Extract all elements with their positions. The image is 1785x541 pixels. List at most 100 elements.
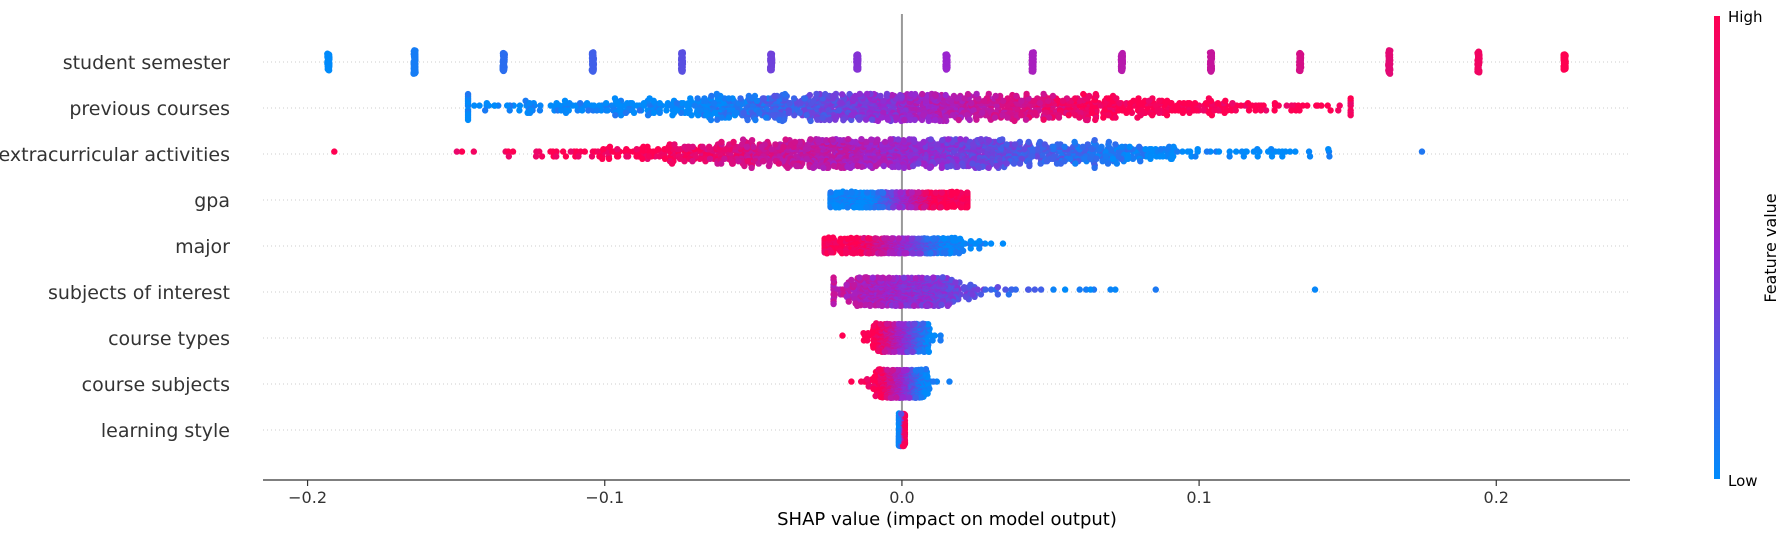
- shap-point: [1080, 144, 1086, 150]
- shap-point: [1156, 98, 1162, 104]
- shap-point: [665, 146, 671, 152]
- shap-point: [516, 107, 522, 113]
- shap-point: [954, 164, 960, 170]
- shap-point: [1110, 156, 1116, 162]
- shap-point: [1091, 137, 1097, 143]
- shap-point: [689, 158, 695, 164]
- shap-point: [1216, 148, 1222, 154]
- shap-point: [1327, 107, 1333, 113]
- shap-point: [944, 164, 950, 170]
- shap-point: [957, 136, 963, 142]
- shap-point: [766, 163, 772, 169]
- shap-point: [590, 68, 596, 74]
- shap-point: [603, 100, 609, 106]
- shap-point: [707, 156, 713, 162]
- shap-point: [879, 114, 885, 120]
- shap-point: [1080, 91, 1086, 97]
- shap-point: [482, 107, 488, 113]
- shap-point: [830, 93, 836, 99]
- shap-point: [919, 91, 925, 97]
- shap-point: [577, 100, 583, 106]
- shap-point: [754, 98, 760, 104]
- shap-point: [758, 144, 764, 150]
- shap-point: [1086, 93, 1092, 99]
- shap-point: [553, 100, 559, 106]
- shap-point: [718, 160, 724, 166]
- shap-point: [1180, 110, 1186, 116]
- shap-point: [910, 163, 916, 169]
- shap-point: [1149, 112, 1155, 118]
- shap-point: [616, 107, 622, 113]
- shap-point: [810, 165, 816, 171]
- shap-point: [711, 100, 717, 106]
- shap-point: [645, 112, 651, 118]
- shap-point: [1030, 68, 1036, 74]
- shap-point: [844, 204, 850, 210]
- shap-point: [882, 139, 888, 145]
- shap-point: [1025, 139, 1031, 145]
- shap-point: [921, 204, 927, 210]
- shap-point: [750, 144, 756, 150]
- shap-point: [662, 156, 668, 162]
- shap-point: [986, 137, 992, 143]
- shap-point: [945, 136, 951, 142]
- shap-point: [674, 107, 680, 113]
- shap-point: [1296, 107, 1302, 113]
- shap-point: [537, 107, 543, 113]
- shap-point: [1071, 139, 1077, 145]
- shap-point: [639, 156, 645, 162]
- shap-point: [718, 139, 724, 145]
- shap-point: [719, 114, 725, 120]
- shap-point: [1561, 66, 1567, 72]
- shap-point: [901, 165, 907, 171]
- shap-point: [703, 112, 709, 118]
- shap-point: [687, 95, 693, 101]
- shap-point: [792, 139, 798, 145]
- shap-point: [820, 165, 826, 171]
- shap-point: [1142, 146, 1148, 152]
- shap-point: [797, 110, 803, 116]
- shap-point: [1092, 117, 1098, 123]
- shap-point: [986, 165, 992, 171]
- shap-point: [677, 156, 683, 162]
- shap-point: [1123, 110, 1129, 116]
- shap-point: [623, 153, 629, 159]
- shap-point: [1200, 107, 1206, 113]
- shap-point: [1254, 146, 1260, 152]
- shap-point: [471, 148, 477, 154]
- shap-point: [1012, 141, 1018, 147]
- shap-point: [895, 136, 901, 142]
- shap-point: [793, 163, 799, 169]
- shap-point: [863, 204, 869, 210]
- shap-point: [465, 91, 471, 97]
- shap-point: [781, 117, 787, 123]
- shap-point: [737, 95, 743, 101]
- shap-point: [1037, 100, 1043, 106]
- shap-point: [930, 204, 936, 210]
- shap-point: [527, 110, 533, 116]
- shap-point: [1072, 95, 1078, 101]
- shap-point: [566, 100, 572, 106]
- shap-point: [1060, 98, 1066, 104]
- shap-point: [836, 107, 842, 113]
- shap-point: [712, 110, 718, 116]
- shap-point: [1271, 107, 1277, 113]
- shap-point: [786, 100, 792, 106]
- shap-point: [965, 91, 971, 97]
- shap-point: [923, 98, 929, 104]
- shap-point: [454, 148, 460, 154]
- shap-point: [942, 92, 948, 98]
- shap-point: [960, 163, 966, 169]
- shap-point: [1297, 68, 1303, 74]
- shap-point: [1091, 165, 1097, 171]
- shap-point: [491, 102, 497, 108]
- shap-point: [657, 110, 663, 116]
- shap-point: [1087, 156, 1093, 162]
- shap-point: [1023, 117, 1029, 123]
- shap-point: [1127, 100, 1133, 106]
- shap-point: [607, 144, 613, 150]
- shap-point: [969, 160, 975, 166]
- shap-point: [726, 114, 732, 120]
- shap-point: [526, 100, 532, 106]
- shap-point: [1233, 148, 1239, 154]
